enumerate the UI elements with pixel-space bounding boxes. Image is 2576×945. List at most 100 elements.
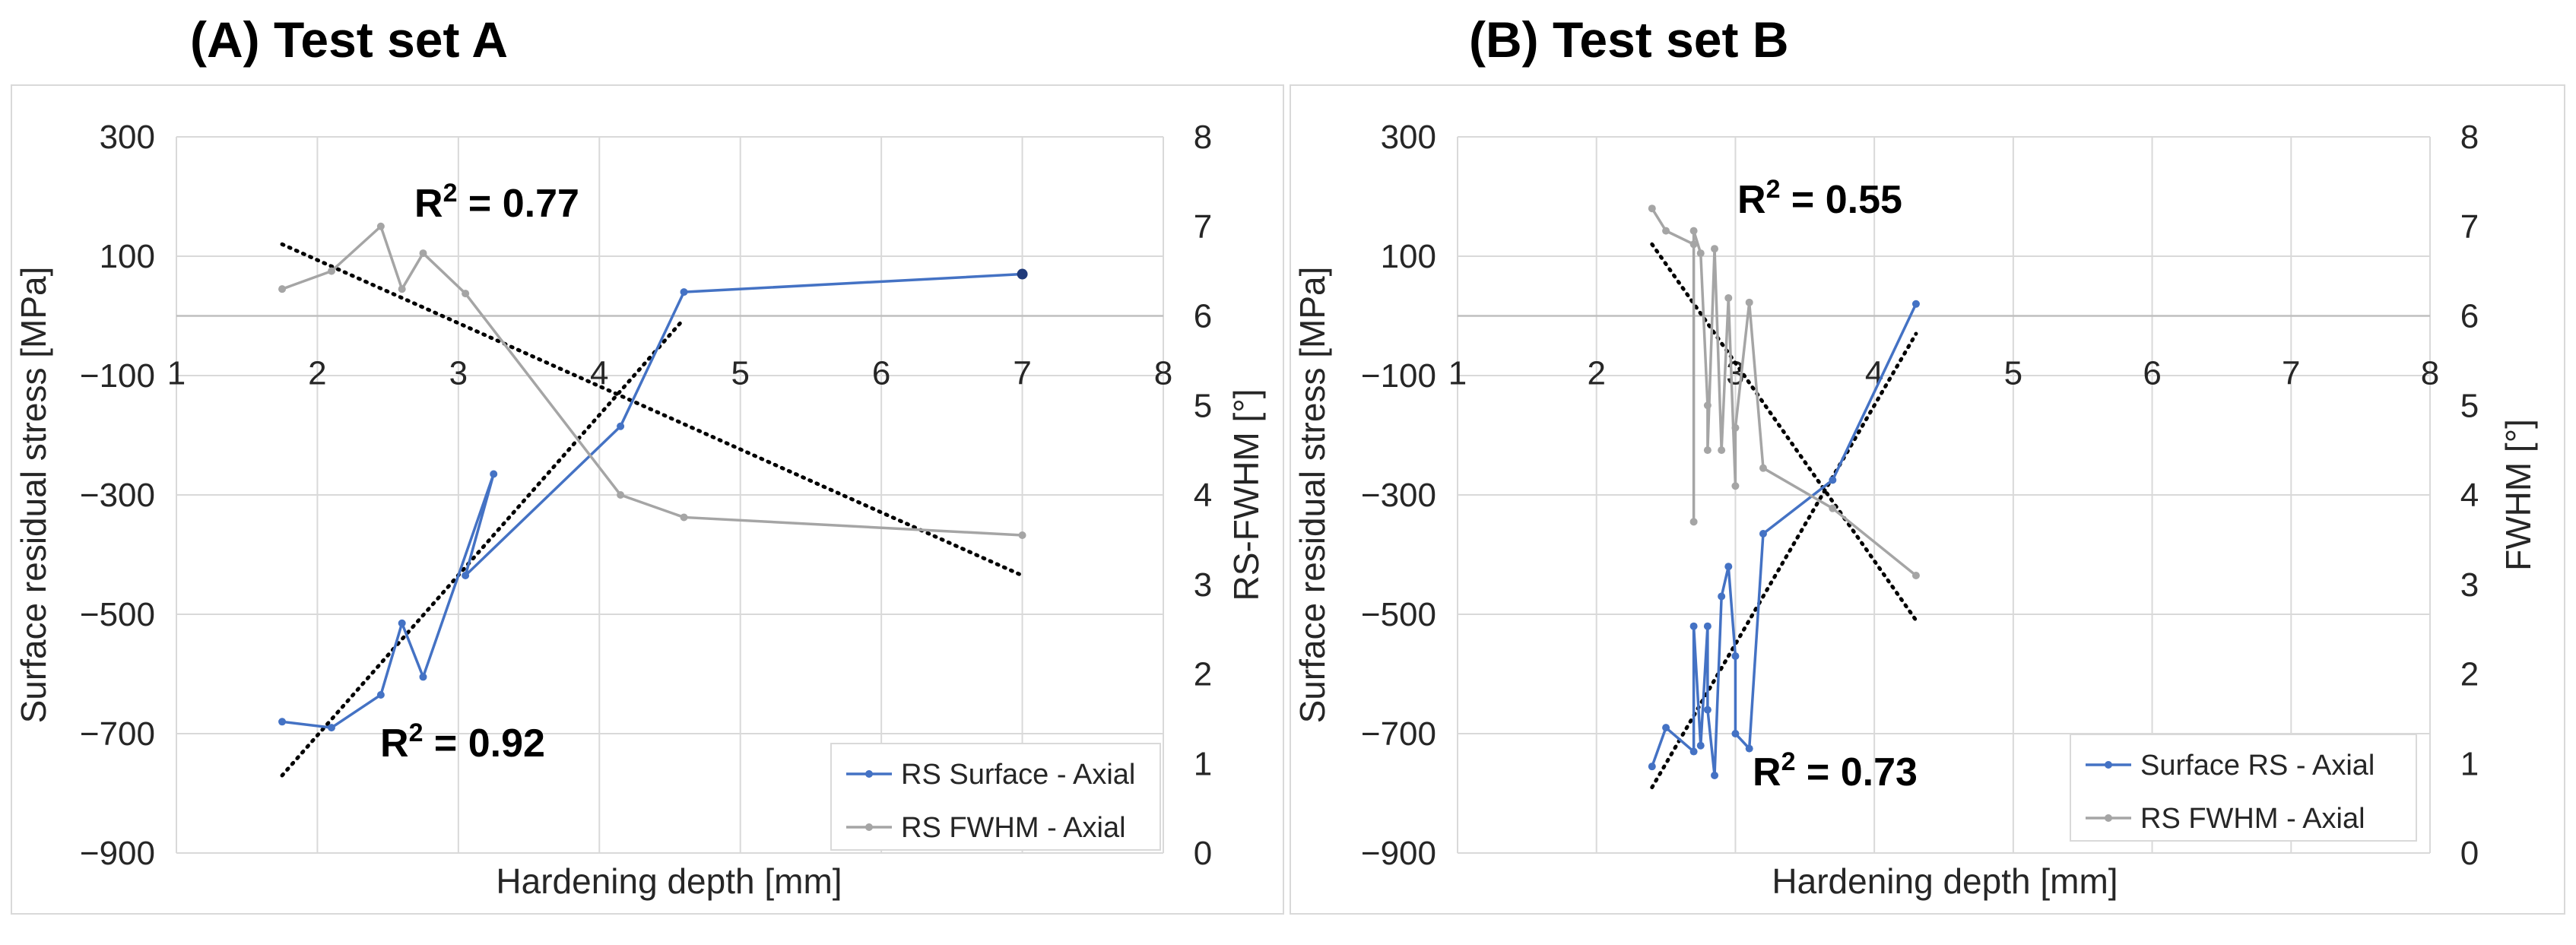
r2-label: R2 = 0.73: [1753, 747, 1918, 794]
data-point: [1018, 531, 1026, 539]
y2-tick-label: 8: [1194, 119, 1212, 156]
data-point: [617, 422, 625, 430]
x-tick-label: 4: [1865, 355, 1883, 392]
legend-marker: [2105, 814, 2112, 822]
data-point: [1017, 268, 1028, 280]
y-tick-label: −700: [80, 715, 155, 753]
data-point: [1745, 744, 1753, 753]
data-point: [1829, 504, 1837, 512]
data-point: [1696, 249, 1705, 258]
data-point: [462, 571, 470, 579]
y2-tick-label: 0: [2460, 835, 2479, 872]
legend-marker: [2105, 761, 2112, 769]
data-point: [419, 249, 427, 258]
chart-frame: [11, 84, 1284, 915]
y2-tick-label: 5: [2460, 387, 2479, 424]
x-tick-label: 2: [308, 355, 326, 392]
data-point: [680, 513, 688, 522]
y-tick-label: −900: [80, 835, 155, 872]
data-point: [1689, 240, 1698, 249]
data-point: [398, 285, 406, 293]
data-point: [1696, 741, 1705, 750]
data-point: [1689, 518, 1698, 526]
x-tick-label: 3: [449, 355, 468, 392]
data-point: [1703, 401, 1712, 410]
series-line: [1651, 303, 1918, 777]
data-point: [327, 724, 335, 732]
legend-marker: [865, 770, 873, 778]
data-point: [1703, 706, 1712, 714]
y2-tick-label: 7: [1194, 208, 1212, 246]
y2-axis-title: FWHM [°]: [2498, 419, 2538, 571]
data-point: [1718, 592, 1726, 601]
data-point: [1689, 622, 1698, 630]
data-point: [278, 285, 287, 293]
x-tick-label: 2: [1587, 355, 1605, 392]
y2-tick-label: 1: [1194, 745, 1212, 782]
y2-axis-title: RS-FWHM [°]: [1226, 388, 1266, 601]
legend-box: [830, 743, 1161, 851]
y-tick-label: −700: [1361, 715, 1436, 753]
y2-tick-label: 4: [2460, 477, 2479, 514]
r2-label: R2 = 0.92: [380, 718, 545, 766]
data-point: [419, 673, 427, 681]
data-point: [680, 288, 688, 297]
y-tick-label: −100: [1361, 357, 1436, 395]
data-point: [1745, 298, 1753, 306]
legend-entry: RS FWHM - Axial: [2140, 803, 2365, 835]
trendline: [280, 316, 687, 778]
legend-box: [2070, 734, 2417, 842]
series-line: [281, 225, 1023, 537]
data-point: [376, 690, 385, 699]
trendline: [1650, 242, 1918, 623]
data-point: [1703, 446, 1712, 455]
data-point: [490, 470, 498, 478]
data-point: [278, 718, 287, 726]
y-axis-title: Surface residual stress [MPa]: [1293, 267, 1332, 724]
panel-b-title: (B) Test set B: [1469, 11, 1789, 68]
data-point: [1911, 300, 1920, 308]
y-tick-label: 300: [1381, 119, 1436, 156]
data-point: [1724, 293, 1733, 302]
y-tick-label: −500: [1361, 596, 1436, 633]
legend-marker: [865, 823, 873, 831]
x-tick-label: 5: [2004, 355, 2022, 392]
data-point: [617, 491, 625, 499]
chart-a: 300 100 −100 −300 −500 −700 −900 8 7 6 5 4 3 2 1 0 1 2 3 4 5…: [11, 84, 1284, 915]
y2-tick-label: 8: [2460, 119, 2479, 156]
data-point: [327, 267, 335, 275]
legend-entry: RS Surface - Axial: [901, 759, 1135, 791]
y2-tick-label: 3: [1194, 566, 1212, 604]
series-line: [281, 272, 1023, 729]
legend-entry: Surface RS - Axial: [2140, 750, 2375, 782]
y-tick-label: 100: [1381, 238, 1436, 275]
data-point: [1731, 423, 1740, 432]
x-axis-title: Hardening depth [mm]: [496, 861, 842, 901]
data-point: [1731, 652, 1740, 660]
y2-tick-label: 4: [1194, 477, 1212, 514]
data-point: [1731, 482, 1740, 490]
data-point: [1648, 205, 1656, 213]
y2-tick-label: 1: [2460, 745, 2479, 782]
y-tick-label: −900: [1361, 835, 1436, 872]
x-tick-label: 1: [1448, 355, 1467, 392]
data-point: [1648, 763, 1656, 771]
y2-tick-label: 0: [1194, 835, 1212, 872]
y2-tick-label: 7: [2460, 208, 2479, 246]
x-tick-label: 4: [590, 355, 608, 392]
data-point: [1731, 730, 1740, 737]
x-tick-label: 7: [2282, 355, 2300, 392]
x-tick-label: 6: [2143, 355, 2161, 392]
x-tick-label: 1: [167, 355, 186, 392]
data-point: [1662, 227, 1670, 235]
data-point: [1662, 724, 1670, 732]
y2-tick-label: 2: [2460, 656, 2479, 693]
panel-a-title: (A) Test set A: [190, 11, 509, 68]
y-tick-label: −100: [80, 357, 155, 395]
y-tick-label: 100: [100, 238, 155, 275]
data-point: [1703, 622, 1712, 630]
x-axis-title: Hardening depth [mm]: [1772, 861, 2118, 901]
data-point: [398, 619, 406, 627]
